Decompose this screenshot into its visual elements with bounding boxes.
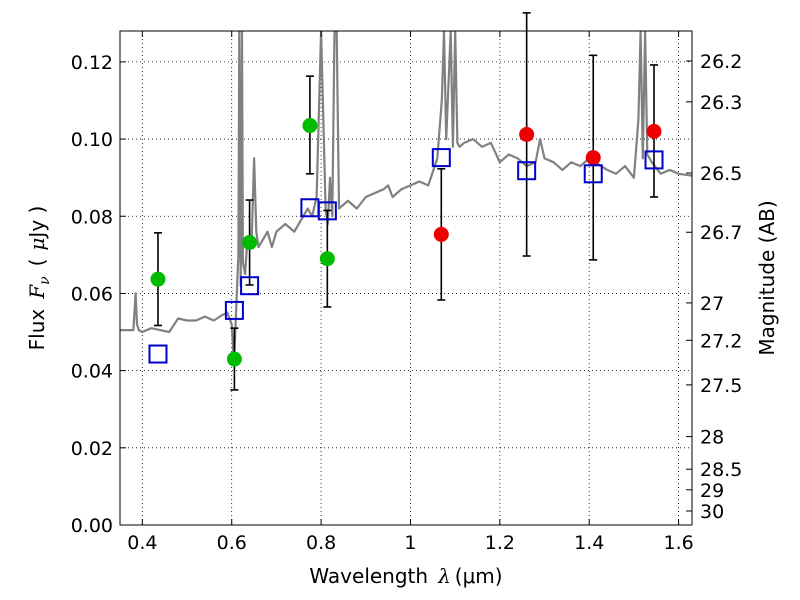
x-tick-label: 0.6 xyxy=(217,532,247,554)
model-flux-square xyxy=(240,276,260,296)
x-tick-label: 1.4 xyxy=(574,532,604,554)
y-tick-label: 0.08 xyxy=(71,206,113,228)
y-tick-label: 0.10 xyxy=(71,129,113,151)
y-axis-ticks: 0.00 0.02 0.04 0.06 0.08 0.10 0.12 xyxy=(71,52,126,537)
y-axis-label: FluxFν(μJy ) xyxy=(25,206,53,351)
model-flux-square xyxy=(644,150,664,170)
magnitude-tick-label: 26.2 xyxy=(700,51,742,73)
magnitude-tick-label: 27.5 xyxy=(700,375,742,397)
error-bars xyxy=(153,12,659,391)
x-tick-label: 1.2 xyxy=(485,532,515,554)
y-tick-label: 0.04 xyxy=(71,361,113,383)
data-points xyxy=(148,118,664,367)
y-tick-label: 0.06 xyxy=(71,283,113,305)
model-flux-square xyxy=(583,164,603,184)
y-tick-label: 0.00 xyxy=(71,515,113,537)
green-data-point xyxy=(150,271,166,287)
magnitude-tick-label: 28.5 xyxy=(700,459,742,481)
magnitude-tick-label: 27.2 xyxy=(700,330,742,352)
model-flux-square xyxy=(224,300,244,320)
x-tick-label: 1.6 xyxy=(663,532,693,554)
model-flux-square xyxy=(148,344,168,364)
green-data-point xyxy=(319,251,335,267)
magnitude-axis-label: Magnitude (AB) xyxy=(755,200,779,355)
red-data-point xyxy=(433,226,449,242)
magnitude-tick-label: 30 xyxy=(700,501,724,523)
y-tick-label: 0.12 xyxy=(71,52,113,74)
red-data-point xyxy=(519,126,535,142)
magnitude-tick-label: 26.7 xyxy=(700,222,742,244)
green-data-point xyxy=(302,118,318,134)
model-spectrum-line xyxy=(120,31,692,364)
model-flux-square xyxy=(317,201,337,221)
plot-frame xyxy=(119,30,693,526)
y-tick-label: 0.02 xyxy=(71,438,113,460)
magnitude-tick-label: 29 xyxy=(700,480,724,502)
magnitude-tick-label: 26.3 xyxy=(700,92,742,114)
red-data-point xyxy=(585,150,601,166)
grid-lines xyxy=(120,31,692,526)
model-spectrum xyxy=(120,31,692,364)
x-axis-ticks: 0.4 0.6 0.8 1 1.2 1.4 1.6 xyxy=(127,31,694,554)
green-data-point xyxy=(242,234,258,250)
x-axis-label: Wavelength λ (μm) xyxy=(309,564,502,588)
red-data-point xyxy=(646,123,662,139)
x-tick-label: 0.8 xyxy=(306,532,336,554)
magnitude-tick-label: 27 xyxy=(700,293,724,315)
model-flux-square xyxy=(517,161,537,181)
x-tick-label: 0.4 xyxy=(127,532,157,554)
green-data-point xyxy=(226,351,242,367)
magnitude-tick-label: 28 xyxy=(700,427,724,449)
magnitude-tick-label: 26.5 xyxy=(700,163,742,185)
x-tick-label: 1 xyxy=(404,532,416,554)
model-flux-square xyxy=(431,148,451,168)
